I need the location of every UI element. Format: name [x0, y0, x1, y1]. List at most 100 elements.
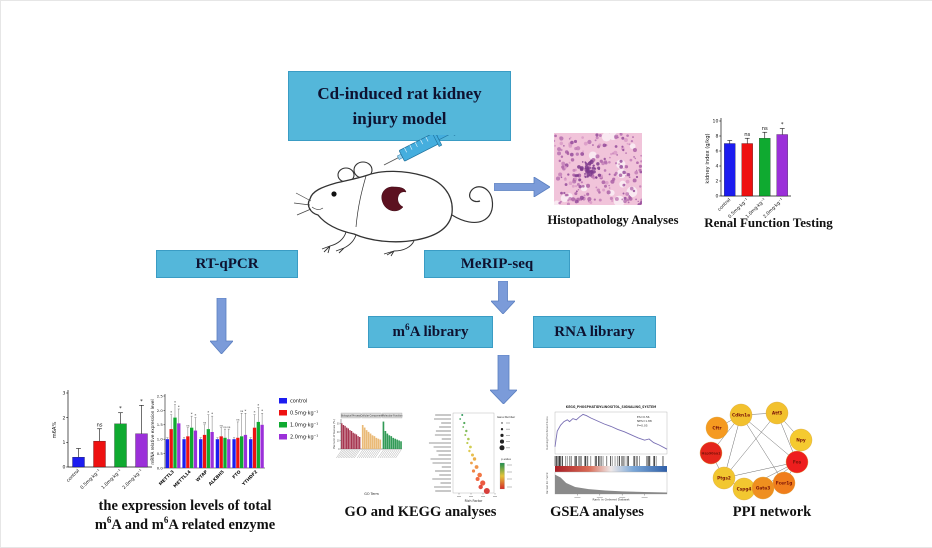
svg-text:2: 2: [62, 415, 65, 421]
arrow-rat-to-histology: [494, 177, 550, 197]
svg-text:0: 0: [338, 448, 340, 451]
svg-text:Gata3: Gata3: [756, 486, 770, 492]
rat-illustration: [284, 135, 502, 257]
svg-text:*: *: [781, 122, 784, 128]
svg-text:ns: ns: [240, 409, 244, 413]
syringe-icon: [380, 135, 459, 173]
svg-text:kidney index (g/kg): kidney index (g/kg): [705, 133, 711, 183]
svg-text:*: *: [207, 411, 209, 415]
svg-text:2.5: 2.5: [157, 393, 164, 398]
rt-qpcr-box: RT-qPCR: [156, 250, 298, 278]
svg-text:1.0mg·kg⁻¹: 1.0mg·kg⁻¹: [290, 423, 318, 429]
svg-text:ns: ns: [744, 132, 750, 138]
arrow-libraries-down: [490, 355, 517, 404]
title-line2: injury model: [353, 106, 447, 132]
svg-text:Percent of Genes (%): Percent of Genes (%): [332, 419, 336, 449]
svg-text:Hsp90aa1: Hsp90aa1: [702, 452, 722, 456]
svg-text:20: 20: [337, 431, 340, 434]
arrow-merip-down: [491, 281, 515, 314]
svg-text:Ptgs2: Ptgs2: [717, 476, 731, 482]
svg-text:0.5mg·kg⁻¹: 0.5mg·kg⁻¹: [79, 468, 102, 491]
svg-text:P=0.05: P=0.05: [637, 423, 648, 427]
svg-text:ns: ns: [227, 425, 231, 429]
svg-text:Cftr: Cftr: [712, 426, 722, 432]
svg-text:0: 0: [715, 194, 718, 200]
svg-text:ns: ns: [186, 423, 190, 427]
svg-text:2.0: 2.0: [157, 408, 164, 413]
svg-text:ns: ns: [203, 421, 207, 425]
svg-text:*: *: [170, 411, 172, 415]
svg-text:m6A%: m6A%: [52, 422, 58, 439]
svg-text:*: *: [257, 403, 259, 407]
svg-text:6: 6: [715, 149, 718, 155]
svg-text:4: 4: [715, 164, 718, 170]
svg-text:METTL14: METTL14: [172, 469, 192, 489]
svg-text:*: *: [119, 406, 122, 412]
gsea-plot: KEGG_PHOSPHATIDYLINOSITOL_SIGNALING_SYST…: [541, 400, 677, 503]
svg-text:Npy: Npy: [796, 438, 806, 444]
svg-text:ALKBH5: ALKBH5: [208, 469, 226, 487]
svg-text:WTAP: WTAP: [195, 469, 210, 484]
rat-body: [308, 171, 452, 241]
svg-text:*: *: [191, 412, 193, 416]
svg-text:0.0: 0.0: [157, 465, 164, 470]
svg-text:10: 10: [337, 439, 340, 442]
svg-text:mRNA relative expression level: mRNA relative expression level: [150, 399, 155, 464]
svg-text:2.0mg·kg⁻¹: 2.0mg·kg⁻¹: [121, 468, 144, 491]
svg-text:Cspg4: Cspg4: [737, 487, 752, 493]
title-box: Cd-induced rat kidney injury model: [288, 71, 511, 141]
svg-text:Fos: Fos: [793, 460, 802, 466]
merip-seq-label: MeRIP-seq: [461, 256, 533, 273]
gsea-caption: GSEA analyses: [541, 503, 653, 521]
svg-text:FTO: FTO: [231, 469, 242, 480]
m6a-library-label: m6A library: [393, 323, 469, 341]
svg-text:Ranked list metric: Ranked list metric: [546, 472, 549, 494]
m6a-library-box: m6A library: [368, 316, 493, 348]
svg-text:control: control: [290, 399, 307, 405]
title-line1: Cd-induced rat kidney: [317, 81, 481, 107]
rna-library-box: RNA library: [533, 316, 656, 348]
svg-text:Cdkn1a: Cdkn1a: [732, 413, 750, 419]
svg-text:Cellular Component: Cellular Component: [361, 415, 383, 418]
svg-text:2: 2: [715, 179, 718, 185]
svg-text:*: *: [261, 409, 263, 413]
go-barplot: Percent of Genes (%)0 10 20 30 Biological Pr…: [331, 405, 407, 503]
histopathology-image: [554, 133, 642, 205]
svg-text:p-value: p-value: [501, 457, 511, 461]
svg-text:10: 10: [713, 119, 719, 125]
svg-text:GO Term: GO Term: [364, 492, 379, 496]
renal-function-caption: Renal Function Testing: [696, 215, 841, 231]
svg-text:KEGG_PHOSPHATIDYLINOSITOL_SIGN: KEGG_PHOSPHATIDYLINOSITOL_SIGNALING_SYST…: [566, 405, 656, 409]
svg-text:Fcer1g: Fcer1g: [776, 481, 793, 487]
rna-library-label: RNA library: [554, 324, 634, 341]
expression-caption-line2: m6A and m6A related enzyme: [95, 517, 275, 533]
svg-text:*: *: [195, 413, 197, 417]
svg-text:0.5mg·kg⁻¹: 0.5mg·kg⁻¹: [290, 411, 318, 417]
svg-text:Gene Number: Gene Number: [497, 415, 516, 419]
svg-text:*: *: [245, 409, 247, 413]
svg-text:control: control: [65, 468, 81, 484]
svg-text:Molecular Function: Molecular Function: [382, 415, 403, 418]
svg-text:1.5: 1.5: [157, 422, 164, 427]
svg-text:0.5: 0.5: [157, 451, 164, 456]
svg-text:ns: ns: [762, 126, 768, 132]
svg-text:Rank in Ordered Dataset: Rank in Ordered Dataset: [592, 498, 630, 502]
go-kegg-caption: GO and KEGG analyses: [343, 503, 498, 521]
svg-text:Biological Process: Biological Process: [341, 415, 361, 418]
svg-text:control: control: [717, 197, 733, 213]
svg-text:ns: ns: [96, 422, 102, 428]
svg-text:Atf3: Atf3: [772, 411, 782, 417]
arrow-rtqpcr-down: [210, 298, 233, 354]
svg-text:*: *: [140, 399, 143, 405]
svg-text:YTHDF2: YTHDF2: [240, 469, 259, 488]
svg-text:*: *: [174, 400, 176, 404]
histopathology-caption: Histopathology Analyses: [538, 213, 688, 229]
ppi-caption: PPI network: [707, 503, 837, 521]
svg-text:30: 30: [337, 422, 340, 425]
svg-text:1.0mg·kg⁻¹: 1.0mg·kg⁻¹: [100, 468, 123, 491]
svg-text:1: 1: [62, 440, 65, 446]
svg-text:2.0mg·kg⁻¹: 2.0mg·kg⁻¹: [290, 435, 318, 441]
